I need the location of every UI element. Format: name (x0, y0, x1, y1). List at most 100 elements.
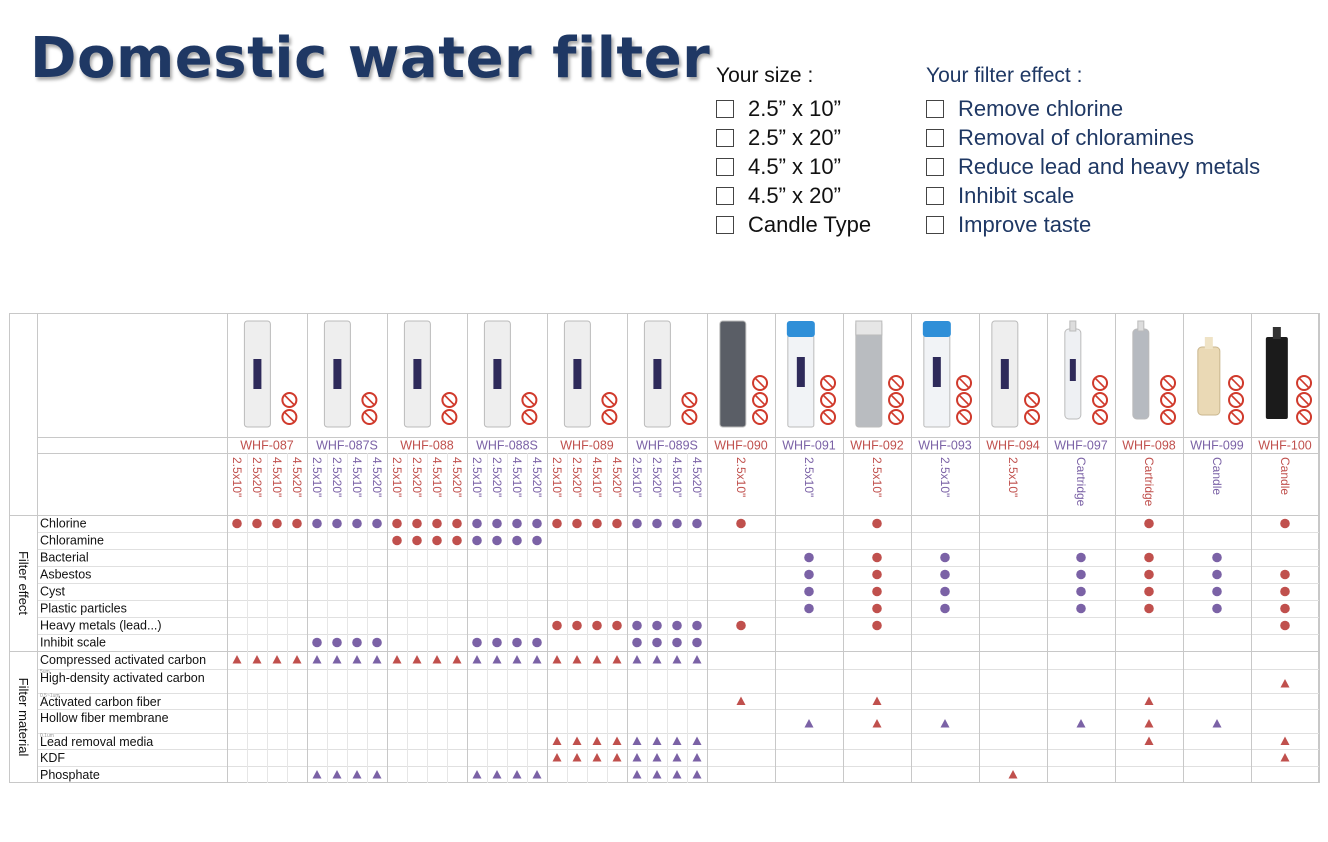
checkbox[interactable] (926, 215, 944, 234)
page-title: Domestic water filter (30, 26, 711, 91)
material-row-label: Activated carbon fiber (40, 695, 161, 709)
effect-dot (872, 620, 882, 631)
effect-dot (452, 518, 462, 529)
checkbox[interactable] (716, 186, 734, 205)
material-triangle (392, 655, 402, 664)
effect-dot (872, 586, 882, 597)
size-option-2-5x20[interactable]: 2.5” x 20” (716, 123, 871, 152)
effect-dot (492, 637, 502, 648)
no-symbol-icon (361, 392, 378, 408)
material-row-label: High-density activated carbon (40, 671, 205, 685)
model-label: WHF-087S (316, 439, 378, 453)
material-triangle (804, 719, 814, 728)
effect-row-label: Inhibit scale (40, 636, 106, 650)
checkbox[interactable] (926, 128, 944, 147)
effect-dot (652, 518, 662, 529)
material-triangle (552, 655, 562, 664)
no-symbol-slash (283, 394, 295, 406)
checkbox[interactable] (716, 128, 734, 147)
material-triangle (512, 655, 522, 664)
size-label: 2.5x10" (630, 457, 644, 497)
size-label: Candle (1210, 457, 1224, 495)
size-option-label: 2.5” x 10” (748, 95, 841, 121)
checkbox[interactable] (926, 157, 944, 176)
effect-dot (1280, 518, 1290, 529)
checkbox[interactable] (926, 99, 944, 118)
cartridge-body (719, 320, 747, 428)
effect-dot (532, 535, 542, 546)
no-symbol-slash (754, 377, 766, 389)
no-symbol-icon (281, 392, 298, 408)
cartridge-nozzle (1204, 337, 1213, 349)
category-filter-effect: Filter effect (16, 551, 31, 615)
effect-row-label: Bacterial (40, 551, 89, 565)
size-label: 4.5x20" (370, 457, 384, 497)
no-symbol-slash (1026, 411, 1038, 423)
effect-dot (872, 518, 882, 529)
effect-option-taste[interactable]: Improve taste (926, 210, 1260, 239)
material-triangle (472, 655, 482, 664)
material-triangle (652, 753, 662, 762)
no-symbol-slash (754, 411, 766, 423)
no-symbol-slash (443, 394, 455, 406)
material-triangle (632, 770, 642, 779)
no-symbol-slash (523, 411, 535, 423)
material-triangle (632, 655, 642, 664)
no-symbol-icon (820, 392, 837, 408)
effect-dot (1280, 620, 1290, 631)
no-symbol-icon (956, 392, 973, 408)
size-label: 4.5x20" (610, 457, 624, 497)
checkbox[interactable] (716, 215, 734, 234)
effect-option-lead[interactable]: Reduce lead and heavy metals (926, 152, 1260, 181)
cartridge-image (403, 320, 458, 428)
material-triangle (292, 655, 302, 664)
cartridge-body (1265, 337, 1288, 419)
material-triangle (432, 655, 442, 664)
material-row-sublabel: 5um (40, 669, 50, 675)
size-option-4-5x20[interactable]: 4.5” x 20” (716, 181, 871, 210)
material-row-label: KDF (40, 751, 65, 765)
effect-dot (632, 637, 642, 648)
effect-dot (872, 603, 882, 614)
no-symbol-icon (1024, 409, 1041, 425)
size-label: 2.5x20" (490, 457, 504, 497)
effect-dot (1280, 586, 1290, 597)
material-triangle (1212, 719, 1222, 728)
model-label: WHF-099 (1190, 439, 1244, 453)
effect-dot (312, 637, 322, 648)
no-symbol-slash (822, 411, 834, 423)
no-symbol-slash (363, 394, 375, 406)
material-triangle (1144, 696, 1154, 705)
no-symbol-icon (681, 392, 698, 408)
size-option-4-5x10[interactable]: 4.5” x 10” (716, 152, 871, 181)
size-option-candle[interactable]: Candle Type (716, 210, 871, 239)
effect-option-chloramines[interactable]: Removal of chloramines (926, 123, 1260, 152)
cartridge-image (1132, 320, 1177, 425)
no-symbol-icon (956, 409, 973, 425)
size-label: 2.5x10" (470, 457, 484, 497)
effect-dot (552, 620, 562, 631)
effect-option-scale[interactable]: Inhibit scale (926, 181, 1260, 210)
material-triangle (532, 770, 542, 779)
size-option-2-5x10[interactable]: 2.5” x 10” (716, 94, 871, 123)
material-triangle (1144, 736, 1154, 745)
effect-dot (692, 518, 702, 529)
checkbox[interactable] (926, 186, 944, 205)
size-filter-group: Your size : 2.5” x 10” 2.5” x 20” 4.5” x… (716, 64, 871, 239)
effect-dot (736, 620, 746, 631)
material-triangle (692, 655, 702, 664)
effect-option-label: Inhibit scale (958, 182, 1075, 208)
effect-option-chlorine[interactable]: Remove chlorine (926, 94, 1260, 123)
checkbox[interactable] (716, 157, 734, 176)
size-label: 2.5x20" (410, 457, 424, 497)
brand-label (493, 359, 502, 389)
checkbox[interactable] (716, 99, 734, 118)
material-triangle (592, 736, 602, 745)
no-symbol-slash (1094, 411, 1106, 423)
size-label: 2.5x20" (330, 457, 344, 497)
size-label: 2.5x10" (390, 457, 404, 497)
material-row-label: Phosphate (40, 768, 100, 782)
effect-dot (672, 518, 682, 529)
material-triangle (1280, 753, 1290, 762)
material-triangle (672, 770, 682, 779)
